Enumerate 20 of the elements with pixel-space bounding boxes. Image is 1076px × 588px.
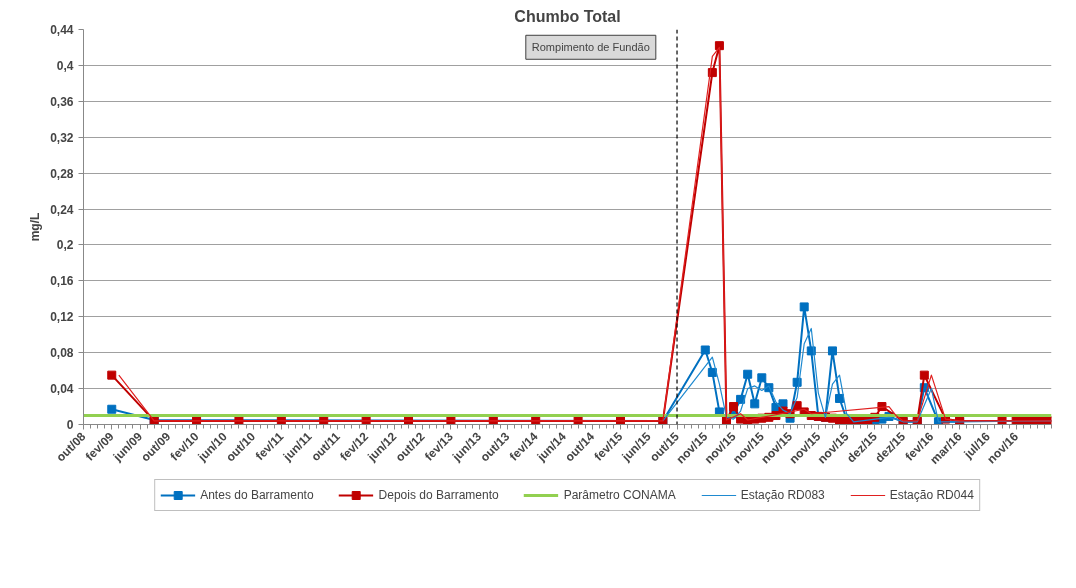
legend-label: Antes do Barramento <box>200 488 314 502</box>
y-tick-label: 0 <box>66 418 74 432</box>
legend-label: Depois do Barramento <box>378 488 499 502</box>
y-tick-label: 0,12 <box>50 310 74 325</box>
y-tick-label: 0,36 <box>50 94 74 109</box>
ref-line-label: Rompimento de Fundão <box>531 41 650 54</box>
y-tick-label: 0,04 <box>50 382 74 397</box>
legend-label: Parâmetro CONAMA <box>563 488 676 502</box>
y-tick-label: 0,32 <box>50 130 74 145</box>
y-axis-title: mg/L <box>28 212 43 242</box>
y-tick-label: 0,4 <box>56 58 74 73</box>
y-tick-label: 0,28 <box>50 166 74 181</box>
y-tick-label: 0,24 <box>50 202 74 217</box>
y-tick-label: 0,16 <box>50 274 74 289</box>
legend-label: Estação RD044 <box>889 488 974 502</box>
y-tick-label: 0,08 <box>50 346 74 361</box>
y-tick-label: 0,44 <box>50 23 74 37</box>
y-tick-label: 0,2 <box>56 238 74 253</box>
legend-label: Estação RD083 <box>740 488 825 502</box>
chart-title: Chumbo Total <box>514 7 621 25</box>
